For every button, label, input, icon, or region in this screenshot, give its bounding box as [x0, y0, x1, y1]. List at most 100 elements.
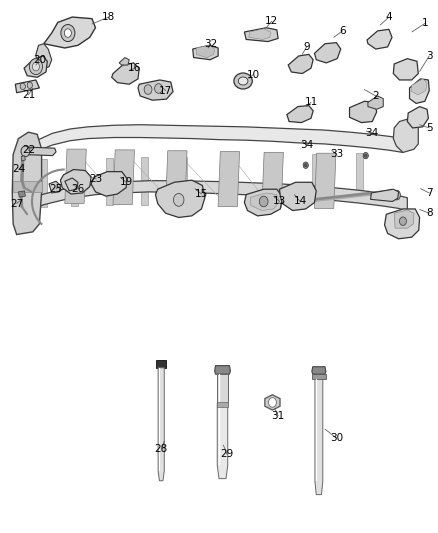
Polygon shape: [138, 80, 173, 100]
Polygon shape: [44, 17, 95, 48]
Polygon shape: [312, 374, 326, 379]
Text: 25: 25: [49, 184, 63, 193]
Text: 21: 21: [22, 90, 35, 100]
Text: 28: 28: [155, 444, 168, 454]
Circle shape: [363, 152, 368, 159]
Polygon shape: [49, 181, 60, 193]
Circle shape: [21, 146, 30, 157]
Text: 34: 34: [365, 128, 378, 138]
Polygon shape: [367, 29, 392, 49]
Polygon shape: [36, 44, 52, 69]
Circle shape: [20, 83, 25, 90]
Polygon shape: [15, 80, 39, 93]
Polygon shape: [312, 154, 319, 200]
Circle shape: [61, 25, 75, 42]
Polygon shape: [65, 178, 78, 191]
Polygon shape: [314, 153, 336, 208]
Text: 24: 24: [12, 165, 25, 174]
Circle shape: [259, 196, 268, 207]
Circle shape: [155, 84, 162, 93]
Polygon shape: [218, 151, 240, 207]
Polygon shape: [12, 132, 42, 235]
Polygon shape: [315, 379, 323, 495]
Polygon shape: [24, 125, 403, 160]
Polygon shape: [382, 189, 392, 195]
Polygon shape: [180, 157, 187, 204]
Text: 27: 27: [10, 199, 23, 208]
Circle shape: [399, 217, 406, 225]
Text: 31: 31: [272, 411, 285, 421]
Text: 15: 15: [195, 189, 208, 199]
Polygon shape: [158, 368, 164, 481]
Text: 32: 32: [205, 39, 218, 49]
Polygon shape: [224, 156, 231, 203]
Polygon shape: [215, 366, 230, 374]
Polygon shape: [156, 360, 166, 368]
Polygon shape: [13, 181, 42, 192]
Polygon shape: [356, 154, 363, 199]
Text: 5: 5: [426, 123, 433, 133]
Polygon shape: [217, 402, 228, 407]
Circle shape: [29, 59, 42, 75]
Text: 23: 23: [90, 174, 103, 184]
Text: 30: 30: [330, 433, 343, 443]
Polygon shape: [412, 79, 427, 95]
Polygon shape: [40, 159, 47, 207]
Polygon shape: [410, 79, 429, 103]
Polygon shape: [119, 58, 129, 65]
Polygon shape: [113, 150, 134, 205]
Polygon shape: [18, 181, 407, 219]
Polygon shape: [24, 56, 47, 77]
Text: 20: 20: [33, 55, 46, 64]
Circle shape: [374, 33, 383, 44]
Ellipse shape: [238, 77, 248, 85]
Text: 10: 10: [247, 70, 260, 79]
Polygon shape: [287, 106, 313, 123]
Polygon shape: [249, 29, 271, 39]
Text: 9: 9: [303, 42, 310, 52]
Polygon shape: [91, 172, 127, 196]
Polygon shape: [371, 189, 399, 201]
Text: 14: 14: [293, 197, 307, 206]
Ellipse shape: [234, 73, 252, 89]
Text: 26: 26: [71, 184, 85, 193]
Polygon shape: [350, 101, 377, 123]
Circle shape: [303, 162, 308, 168]
Circle shape: [173, 193, 184, 206]
Polygon shape: [193, 45, 218, 60]
Polygon shape: [21, 156, 25, 161]
Polygon shape: [393, 119, 418, 152]
Circle shape: [268, 398, 276, 407]
Circle shape: [64, 29, 71, 37]
Text: 12: 12: [265, 17, 278, 26]
Polygon shape: [251, 193, 279, 211]
Polygon shape: [65, 149, 86, 204]
Polygon shape: [71, 159, 78, 206]
Polygon shape: [368, 96, 383, 109]
Text: 8: 8: [426, 208, 433, 218]
Text: 18: 18: [102, 12, 115, 22]
Ellipse shape: [393, 190, 400, 200]
Polygon shape: [268, 155, 275, 201]
Polygon shape: [312, 367, 326, 374]
Circle shape: [304, 164, 307, 167]
Polygon shape: [217, 403, 228, 479]
Text: 1: 1: [421, 19, 428, 28]
Polygon shape: [18, 149, 24, 219]
Text: 2: 2: [372, 91, 379, 101]
Text: 3: 3: [426, 51, 433, 61]
Polygon shape: [407, 107, 428, 128]
Polygon shape: [141, 157, 148, 205]
Polygon shape: [288, 54, 313, 74]
Polygon shape: [244, 28, 278, 42]
Text: 4: 4: [385, 12, 392, 22]
Polygon shape: [262, 152, 283, 207]
Polygon shape: [244, 189, 283, 216]
Polygon shape: [166, 151, 187, 206]
Polygon shape: [393, 59, 418, 80]
Polygon shape: [112, 63, 139, 84]
Circle shape: [144, 85, 152, 94]
Polygon shape: [18, 191, 25, 197]
Circle shape: [32, 62, 39, 71]
Text: 22: 22: [22, 146, 35, 155]
